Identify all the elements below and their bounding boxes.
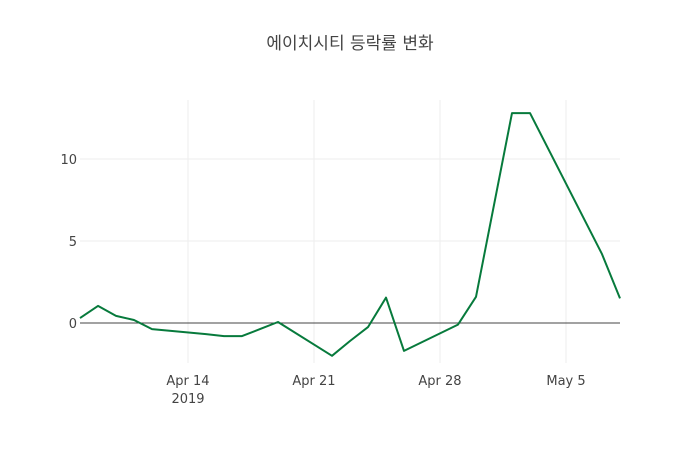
series-line bbox=[80, 113, 620, 356]
series-lines bbox=[80, 113, 620, 356]
chart-title: 에이치시티 등락률 변화 bbox=[266, 34, 434, 54]
x-tick-label: Apr 28 bbox=[418, 374, 461, 389]
axis-ticks: Apr 14 2019 Apr 21 Apr 28 May 5 0 5 10 bbox=[60, 153, 585, 407]
grid bbox=[80, 100, 620, 363]
x-tick-label: May 5 bbox=[546, 374, 585, 389]
x-tick-label: Apr 14 bbox=[166, 374, 209, 389]
y-tick-label: 5 bbox=[69, 235, 77, 250]
x-tick-sublabel: 2019 bbox=[171, 392, 204, 407]
y-tick-label: 10 bbox=[60, 153, 77, 168]
x-tick-label: Apr 21 bbox=[292, 374, 335, 389]
y-tick-label: 0 bbox=[69, 317, 77, 332]
